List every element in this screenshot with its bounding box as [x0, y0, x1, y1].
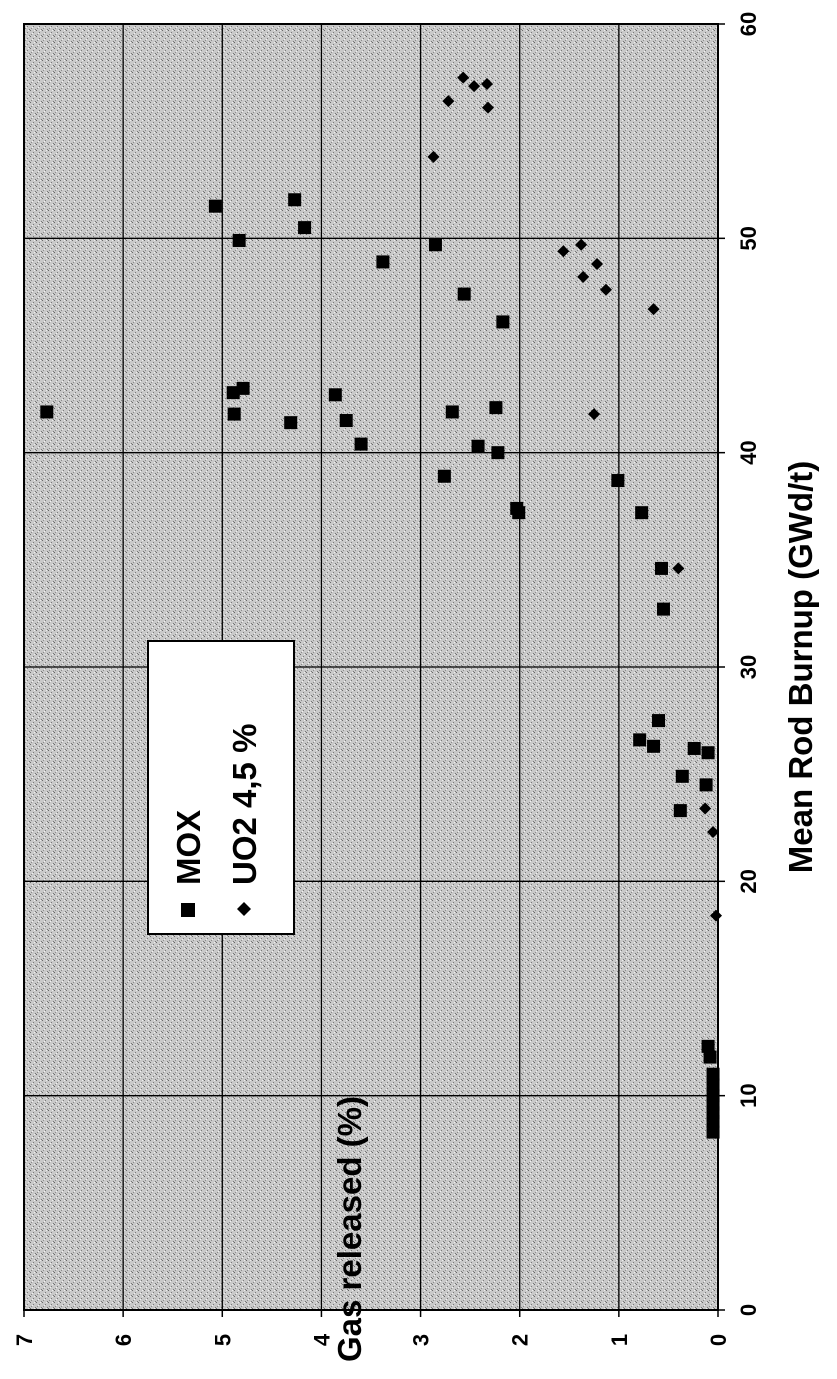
y-tick-label-7: 7 — [12, 1334, 37, 1346]
x-tick-label-0: 0 — [736, 1304, 761, 1316]
point-uo2-14 — [442, 95, 455, 108]
point-mox-44 — [288, 193, 302, 207]
point-mox-13 — [701, 746, 715, 760]
point-mox-25 — [491, 446, 505, 460]
point-uo2-15 — [468, 80, 481, 93]
y-tick-label-1: 1 — [607, 1334, 632, 1346]
legend-label-mox: MOX — [170, 810, 207, 885]
point-mox-27 — [354, 437, 368, 451]
x-tick-label-10: 10 — [736, 1083, 761, 1107]
point-uo2-10 — [557, 245, 570, 258]
x-axis-label: Mean Rod Burnup (GWd/t) — [782, 461, 819, 873]
point-mox-34 — [328, 388, 342, 402]
point-uo2-9 — [591, 258, 604, 271]
point-mox-28 — [284, 416, 298, 430]
point-uo2-8 — [577, 270, 590, 283]
point-mox-21 — [510, 501, 524, 515]
point-uo2-5 — [588, 408, 601, 421]
point-mox-16 — [633, 733, 647, 747]
point-mox-33 — [489, 401, 503, 415]
point-mox-10 — [673, 804, 687, 818]
x-tick-label-60: 60 — [736, 12, 761, 36]
point-mox-7 — [706, 1067, 720, 1081]
point-mox-37 — [496, 315, 510, 329]
point-mox-22 — [635, 506, 649, 520]
y-axis-label: Gas released (%) — [331, 1096, 368, 1362]
legend: MOX UO2 4,5 % — [147, 640, 295, 935]
y-tick-label-4: 4 — [309, 1333, 334, 1346]
y-tick-label-5: 5 — [210, 1334, 235, 1346]
point-uo2-1 — [710, 909, 723, 922]
axis-labels: Mean Rod Burnup (GWd/t) Gas released (%) — [331, 461, 819, 1362]
point-uo2-13 — [481, 101, 494, 114]
data-points — [40, 71, 723, 1139]
point-mox-19 — [654, 561, 668, 575]
point-mox-15 — [647, 739, 661, 753]
point-mox-31 — [40, 405, 54, 419]
point-uo2-3 — [699, 802, 712, 815]
x-tick-label-30: 30 — [736, 655, 761, 679]
point-mox-29 — [339, 414, 353, 428]
gridlines — [24, 24, 718, 1310]
y-tick-label-3: 3 — [409, 1334, 434, 1346]
point-uo2-16 — [480, 78, 493, 91]
point-mox-9 — [701, 1039, 715, 1053]
point-uo2-2 — [707, 826, 720, 839]
point-mox-23 — [611, 474, 625, 488]
y-tick-label-2: 2 — [508, 1334, 533, 1346]
point-mox-24 — [437, 469, 451, 483]
point-uo2-12 — [427, 150, 440, 163]
point-uo2-7 — [599, 283, 612, 296]
point-mox-39 — [376, 255, 390, 269]
y-tick-label-0: 0 — [706, 1334, 731, 1346]
point-mox-17 — [652, 714, 666, 728]
x-axis-ticks: 0 10 20 30 40 50 60 — [718, 12, 761, 1316]
point-uo2-17 — [457, 71, 470, 84]
point-mox-1 — [706, 1125, 720, 1139]
series-1 — [40, 193, 720, 1139]
point-mox-12 — [675, 769, 689, 783]
point-mox-32 — [445, 405, 459, 419]
point-mox-6 — [706, 1078, 720, 1092]
point-mox-40 — [428, 238, 442, 252]
point-mox-14 — [687, 741, 701, 755]
point-mox-36 — [236, 381, 250, 395]
x-tick-label-40: 40 — [736, 440, 761, 464]
x-tick-label-20: 20 — [736, 869, 761, 893]
point-uo2-6 — [647, 303, 660, 316]
point-mox-11 — [699, 778, 713, 792]
point-mox-42 — [298, 221, 312, 235]
legend-label-uo2: UO2 4,5 % — [226, 724, 263, 885]
legend-box — [147, 640, 295, 935]
point-mox-30 — [227, 407, 241, 421]
point-mox-41 — [232, 233, 246, 247]
point-mox-8 — [703, 1050, 717, 1064]
point-mox-5 — [706, 1089, 720, 1103]
point-uo2-11 — [575, 238, 588, 251]
x-tick-label-50: 50 — [736, 226, 761, 250]
point-mox-43 — [208, 199, 222, 213]
y-axis-ticks: 0 1 2 3 4 5 6 7 — [12, 1310, 731, 1346]
legend-marker-mox — [181, 903, 195, 917]
legend-marker-uo2 — [237, 902, 251, 916]
y-tick-label-6: 6 — [111, 1334, 136, 1346]
point-mox-38 — [457, 287, 471, 301]
series-2 — [427, 71, 723, 922]
point-mox-18 — [656, 602, 670, 616]
point-uo2-4 — [672, 562, 685, 575]
point-mox-35 — [226, 386, 240, 400]
point-mox-26 — [471, 439, 485, 453]
